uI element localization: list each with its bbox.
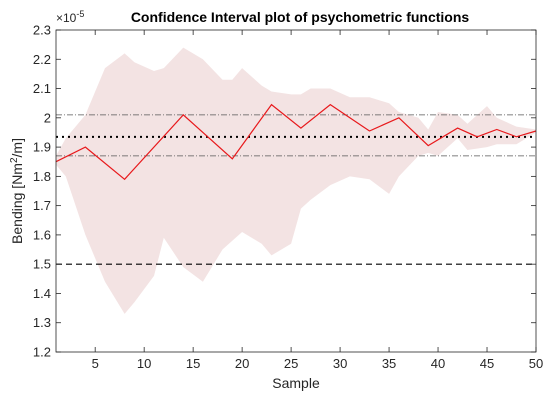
y-tick-label: 1.8 xyxy=(33,169,51,184)
y-tick-label: 2 xyxy=(44,110,51,125)
confidence-band xyxy=(56,47,536,314)
y-axis-exponent: ×10-5 xyxy=(56,9,84,25)
y-tick-label: 2.1 xyxy=(33,81,51,96)
y-tick-label: 1.7 xyxy=(33,198,51,213)
x-tick-label: 50 xyxy=(529,356,543,371)
x-tick-label: 30 xyxy=(333,356,347,371)
x-tick-label: 25 xyxy=(284,356,298,371)
x-axis-ticks: 5 10 15 20 25 30 35 40 45 50 xyxy=(92,30,543,371)
y-tick-label: 1.6 xyxy=(33,227,51,242)
x-tick-label: 5 xyxy=(92,356,99,371)
reference-lines-layer xyxy=(56,114,536,265)
x-tick-label: 15 xyxy=(186,356,200,371)
x-tick-label: 10 xyxy=(137,356,151,371)
y-tick-label: 1.5 xyxy=(33,257,51,272)
x-tick-label: 20 xyxy=(235,356,249,371)
y-axis-exponent-base: ×10 xyxy=(56,11,77,25)
y-tick-label: 2.2 xyxy=(33,52,51,67)
y-tick-label: 1.9 xyxy=(33,140,51,155)
y-axis-label-tail: /m] xyxy=(9,138,25,157)
x-tick-label: 35 xyxy=(382,356,396,371)
chart-title: Confidence Interval plot of psychometric… xyxy=(131,9,470,25)
y-axis-label: Bending [Nm2/m] xyxy=(9,138,26,244)
series-layer xyxy=(55,103,537,181)
y-axis-exponent-sup: -5 xyxy=(76,9,84,19)
y-tick-label: 2.3 xyxy=(33,23,51,38)
y-tick-label: 1.4 xyxy=(33,286,51,301)
y-axis-ticks: 1.2 1.3 1.4 1.5 1.6 1.7 1.8 1.9 2 2.1 2.2 2.3 xyxy=(33,23,536,360)
x-tick-label: 45 xyxy=(480,356,494,371)
y-tick-label: 1.2 xyxy=(33,345,51,360)
x-tick-label: 40 xyxy=(431,356,445,371)
confidence-band-layer xyxy=(56,47,536,314)
y-tick-label: 1.3 xyxy=(33,315,51,330)
plot-frame xyxy=(55,29,537,353)
y-axis-label-base: Bending [Nm xyxy=(9,163,25,244)
y-axis-label-sup: 2 xyxy=(9,157,20,163)
series-line xyxy=(55,103,537,181)
x-axis-label: Sample xyxy=(272,375,320,391)
